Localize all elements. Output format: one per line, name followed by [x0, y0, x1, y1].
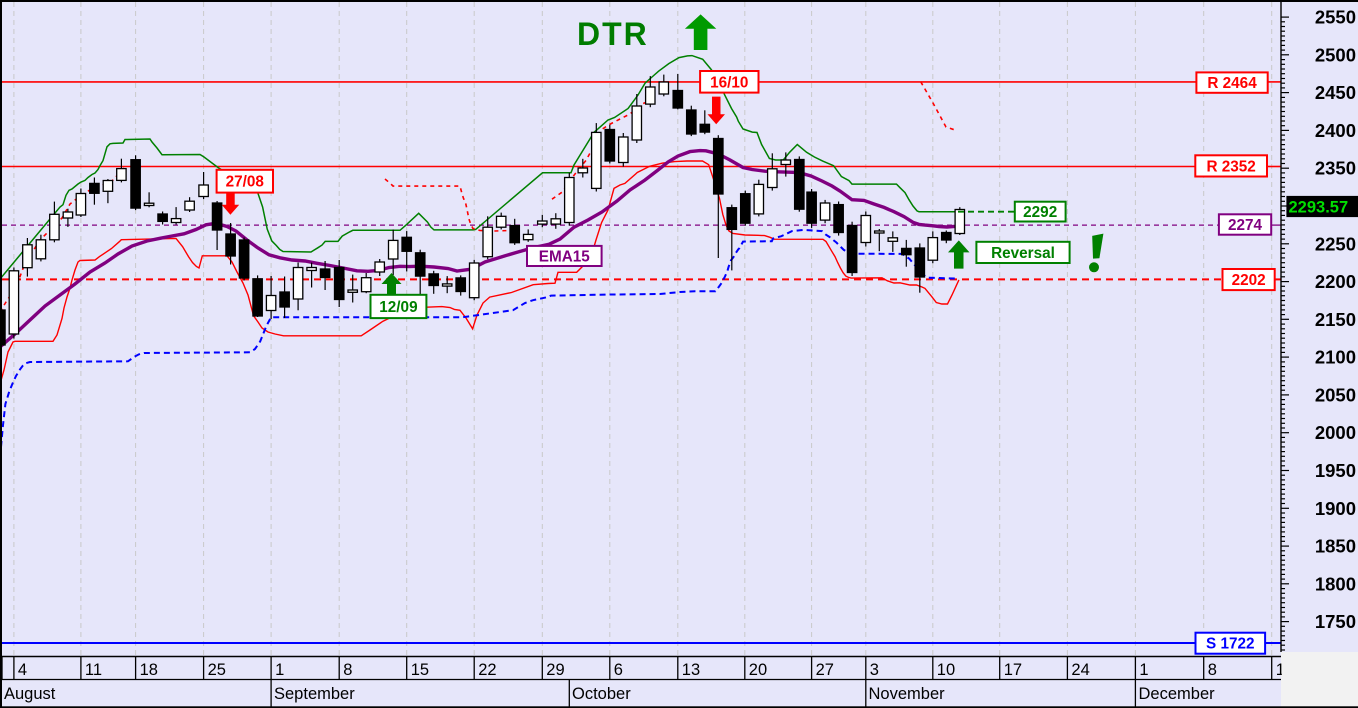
svg-text:17: 17	[1004, 661, 1022, 679]
svg-text:2400: 2400	[1315, 120, 1356, 141]
svg-text:1800: 1800	[1315, 573, 1356, 594]
svg-text:2202: 2202	[1232, 272, 1266, 289]
svg-text:2000: 2000	[1315, 422, 1356, 443]
svg-text:6: 6	[614, 661, 623, 679]
svg-text:R 2464: R 2464	[1207, 75, 1257, 92]
svg-text:2274: 2274	[1228, 217, 1263, 234]
svg-text:October: October	[572, 685, 631, 703]
svg-text:11: 11	[85, 661, 102, 679]
svg-text:1: 1	[1139, 661, 1148, 679]
svg-text:2250: 2250	[1315, 233, 1356, 254]
svg-text:December: December	[1139, 685, 1216, 703]
svg-text:24: 24	[1071, 661, 1089, 679]
svg-text:18: 18	[140, 661, 158, 679]
svg-text:2292: 2292	[1023, 204, 1057, 221]
svg-text:2350: 2350	[1315, 158, 1356, 179]
svg-text:25: 25	[208, 661, 226, 679]
svg-text:22: 22	[478, 661, 496, 679]
svg-text:29: 29	[546, 661, 564, 679]
svg-text:27/08: 27/08	[226, 174, 265, 191]
svg-text:16/10: 16/10	[710, 74, 748, 91]
svg-text:1750: 1750	[1315, 611, 1356, 632]
svg-text:8: 8	[343, 661, 352, 679]
svg-text:2050: 2050	[1315, 384, 1356, 405]
svg-text:2200: 2200	[1315, 271, 1356, 292]
svg-text:1900: 1900	[1315, 498, 1356, 519]
svg-text:EMA15: EMA15	[539, 249, 590, 266]
svg-text:1: 1	[275, 661, 284, 679]
svg-text:2293.57: 2293.57	[1289, 199, 1349, 217]
svg-text:13: 13	[682, 661, 700, 679]
svg-text:8: 8	[1208, 661, 1217, 679]
svg-text:2100: 2100	[1315, 347, 1356, 368]
svg-text:R 2352: R 2352	[1206, 158, 1255, 175]
svg-text:2500: 2500	[1315, 44, 1356, 65]
svg-text:3: 3	[870, 661, 879, 679]
svg-text:10: 10	[937, 661, 955, 679]
svg-text:S 1722: S 1722	[1206, 636, 1254, 653]
svg-text:November: November	[869, 685, 946, 703]
svg-text:27: 27	[816, 661, 834, 679]
svg-text:Reversal: Reversal	[991, 245, 1055, 262]
svg-text:DTR: DTR	[577, 16, 649, 52]
svg-text:1950: 1950	[1315, 460, 1356, 481]
svg-text:1850: 1850	[1315, 536, 1356, 557]
svg-text:2450: 2450	[1315, 82, 1356, 103]
svg-text:September: September	[274, 685, 355, 703]
svg-text:August: August	[4, 685, 56, 703]
svg-text:20: 20	[749, 661, 767, 679]
svg-text:4: 4	[18, 661, 27, 679]
svg-text:2550: 2550	[1315, 7, 1356, 28]
svg-text:2150: 2150	[1315, 309, 1356, 330]
svg-text:12/09: 12/09	[379, 299, 417, 316]
svg-text:15: 15	[411, 661, 429, 679]
